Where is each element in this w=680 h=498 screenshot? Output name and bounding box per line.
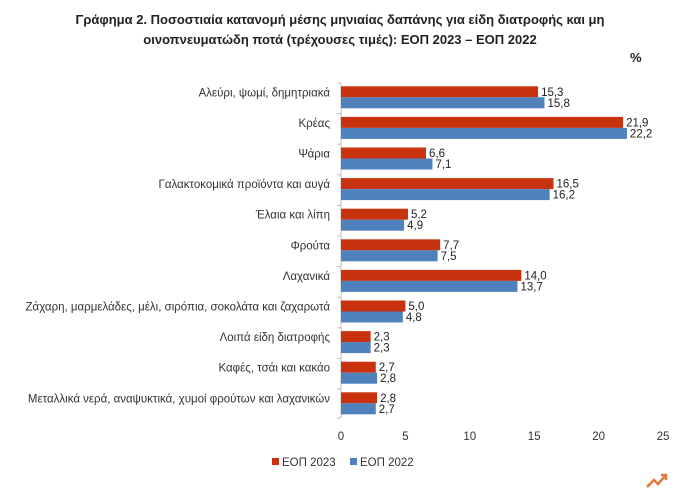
bar <box>341 250 438 262</box>
bar <box>341 208 408 220</box>
category-label: Φρούτα <box>291 240 331 252</box>
chart-title-line-2: οινοπνευματώδη ποτά (τρέχουσες τιμές): Ε… <box>143 32 537 47</box>
bar <box>341 189 550 201</box>
x-tick-label: 20 <box>592 431 605 443</box>
unit-label: % <box>630 50 642 65</box>
bar <box>341 239 441 251</box>
category-label: Ψάρια <box>298 149 330 161</box>
bar <box>341 158 433 170</box>
category-label: Καφές, τσάι και κακάο <box>219 363 331 375</box>
x-tick-label: 25 <box>657 431 670 443</box>
category-label: Ζάχαρη, μαρμελάδες, μέλι, σιρόπια, σοκολ… <box>26 302 331 314</box>
data-label: 13,7 <box>520 281 542 293</box>
bar <box>341 372 378 384</box>
bar <box>341 116 624 128</box>
bar <box>341 178 554 190</box>
bar <box>341 300 406 312</box>
bar <box>341 97 545 109</box>
category-label: Έλαια και λίπη <box>255 210 330 222</box>
category-label: Λαχανικά <box>283 271 331 283</box>
legend-label: ΕΟΠ 2023 <box>282 457 336 469</box>
data-label: 4,9 <box>407 220 423 232</box>
bar <box>341 342 371 354</box>
category-label: Μεταλλικά νερά, αναψυκτικά, χυμοί φρούτω… <box>28 393 330 405</box>
data-label: 21,9 <box>626 117 648 129</box>
data-label: 2,8 <box>380 393 396 405</box>
category-label: Λοιπά είδη διατροφής <box>220 332 331 344</box>
data-label: 2,3 <box>374 343 390 355</box>
category-label: Γαλακτοκομικά προϊόντα και αυγά <box>158 179 330 191</box>
data-label: 2,7 <box>379 404 395 416</box>
data-label: 2,7 <box>379 362 395 374</box>
data-label: 2,8 <box>380 373 396 385</box>
bar <box>341 403 376 415</box>
x-tick-label: 5 <box>402 431 408 443</box>
chart-title-line-1: Γράφημα 2. Ποσοστιαία κατανομή μέσης μην… <box>75 12 605 27</box>
data-label: 5,2 <box>411 209 427 221</box>
bar <box>341 392 378 404</box>
bar <box>341 219 405 231</box>
category-label: Κρέας <box>298 118 330 130</box>
bar <box>341 311 403 323</box>
x-tick-label: 0 <box>338 431 344 443</box>
x-tick-label: 15 <box>528 431 541 443</box>
bar <box>341 361 376 373</box>
watermark-logo-icon <box>646 473 668 488</box>
data-label: 7,7 <box>443 240 459 252</box>
data-label: 7,1 <box>435 159 451 171</box>
data-label: 5,0 <box>408 301 424 313</box>
category-label: Αλεύρι, ψωμί, δημητριακά <box>199 87 331 99</box>
legend-swatch <box>272 458 279 465</box>
data-label: 7,5 <box>441 251 457 263</box>
legend-label: ΕΟΠ 2022 <box>360 457 414 469</box>
data-label: 15,8 <box>548 98 570 110</box>
data-label: 2,3 <box>374 332 390 344</box>
data-label: 16,2 <box>553 190 575 202</box>
data-label: 16,5 <box>557 179 579 191</box>
legend-swatch <box>350 458 357 465</box>
data-label: 4,8 <box>406 312 422 324</box>
bar <box>341 86 539 98</box>
bar <box>341 127 627 139</box>
bar <box>341 269 522 281</box>
data-label: 22,2 <box>630 128 652 140</box>
data-label: 6,6 <box>429 148 445 160</box>
x-tick-label: 10 <box>463 431 476 443</box>
data-label: 15,3 <box>541 87 563 99</box>
data-label: 14,0 <box>524 270 546 282</box>
bar <box>341 331 371 343</box>
bar <box>341 147 427 159</box>
bar <box>341 280 518 292</box>
